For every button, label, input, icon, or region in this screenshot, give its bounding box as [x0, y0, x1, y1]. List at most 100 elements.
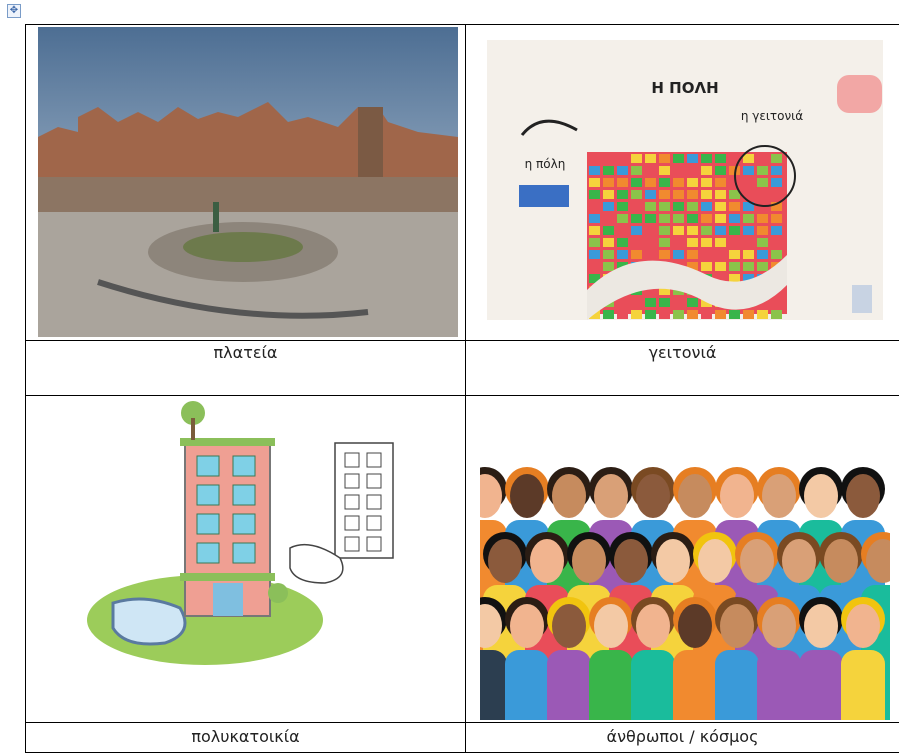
map-block	[687, 310, 698, 319]
map-block	[659, 154, 670, 163]
map-block	[645, 190, 656, 199]
map-block	[631, 154, 642, 163]
map-block	[687, 154, 698, 163]
person-face	[656, 539, 690, 583]
map-block	[659, 298, 670, 307]
person-body	[505, 650, 549, 720]
map-block	[715, 214, 726, 223]
map-block	[603, 238, 614, 247]
map-block	[645, 298, 656, 307]
person-face	[552, 604, 586, 648]
map-block	[659, 202, 670, 211]
map-block	[729, 154, 740, 163]
person-face	[678, 474, 712, 518]
map-block	[659, 190, 670, 199]
window	[196, 542, 220, 564]
map-block	[771, 178, 782, 187]
border	[25, 24, 899, 25]
map-block	[743, 166, 754, 175]
map-block	[631, 238, 642, 247]
map-block	[757, 262, 768, 271]
map-block	[673, 250, 684, 259]
caption: πολυκατοικία	[191, 727, 300, 746]
map-block	[743, 238, 754, 247]
map-block	[743, 310, 754, 319]
windows	[344, 452, 382, 552]
map-block	[673, 214, 684, 223]
map-block	[603, 166, 614, 175]
map-block	[715, 190, 726, 199]
map-block	[589, 178, 600, 187]
map-block	[589, 250, 600, 259]
map-block	[603, 262, 614, 271]
person-face	[698, 539, 732, 583]
map-block	[701, 154, 712, 163]
map-block	[673, 202, 684, 211]
map-block	[701, 202, 712, 211]
map-block	[631, 298, 642, 307]
person-face	[594, 474, 628, 518]
map-block	[589, 238, 600, 247]
map-block	[659, 166, 670, 175]
map-block	[645, 154, 656, 163]
image-label: η γειτονιά	[741, 109, 803, 123]
map-block	[617, 310, 628, 319]
map-block	[687, 238, 698, 247]
window	[232, 513, 256, 535]
map-block	[757, 226, 768, 235]
map-block	[743, 190, 754, 199]
map-block	[771, 310, 782, 319]
person-face	[866, 539, 890, 583]
map-block	[659, 250, 670, 259]
map-block	[673, 238, 684, 247]
map-block	[645, 238, 656, 247]
person-body	[547, 650, 591, 720]
map-block	[729, 238, 740, 247]
map-block	[715, 178, 726, 187]
person-face	[488, 539, 522, 583]
windows	[196, 455, 256, 564]
map-block	[687, 298, 698, 307]
map-block	[771, 214, 782, 223]
map-block	[617, 202, 628, 211]
table-move-handle[interactable]: ✥	[7, 4, 21, 18]
map-block	[645, 178, 656, 187]
window	[232, 455, 256, 477]
person-face	[740, 539, 774, 583]
map-block	[603, 202, 614, 211]
person-face	[552, 474, 586, 518]
window	[344, 515, 360, 531]
map-block	[757, 214, 768, 223]
map-block	[701, 262, 712, 271]
map-block	[687, 214, 698, 223]
person-face	[480, 474, 502, 518]
window	[366, 473, 382, 489]
map-block	[687, 178, 698, 187]
map-block	[687, 250, 698, 259]
map-block	[673, 226, 684, 235]
map-block	[715, 250, 726, 259]
person-face	[636, 474, 670, 518]
map-block	[687, 262, 698, 271]
map-block	[673, 166, 684, 175]
person-face	[782, 539, 816, 583]
map-block	[617, 250, 628, 259]
border	[25, 340, 899, 341]
map-block	[631, 250, 642, 259]
person-face	[530, 539, 564, 583]
caption: γειτονιά	[648, 343, 717, 362]
person-face	[762, 604, 796, 648]
map-block	[715, 262, 726, 271]
map-block	[771, 250, 782, 259]
person-body	[715, 650, 759, 720]
map-block	[701, 166, 712, 175]
person-face	[614, 539, 648, 583]
person-body	[799, 650, 843, 720]
map-block	[701, 226, 712, 235]
map-block	[617, 178, 628, 187]
map-block	[701, 178, 712, 187]
window	[196, 484, 220, 506]
map-block	[617, 154, 628, 163]
map-block	[729, 214, 740, 223]
window	[232, 542, 256, 564]
